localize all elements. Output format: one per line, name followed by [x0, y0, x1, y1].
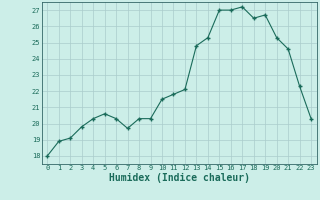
X-axis label: Humidex (Indice chaleur): Humidex (Indice chaleur): [109, 173, 250, 183]
